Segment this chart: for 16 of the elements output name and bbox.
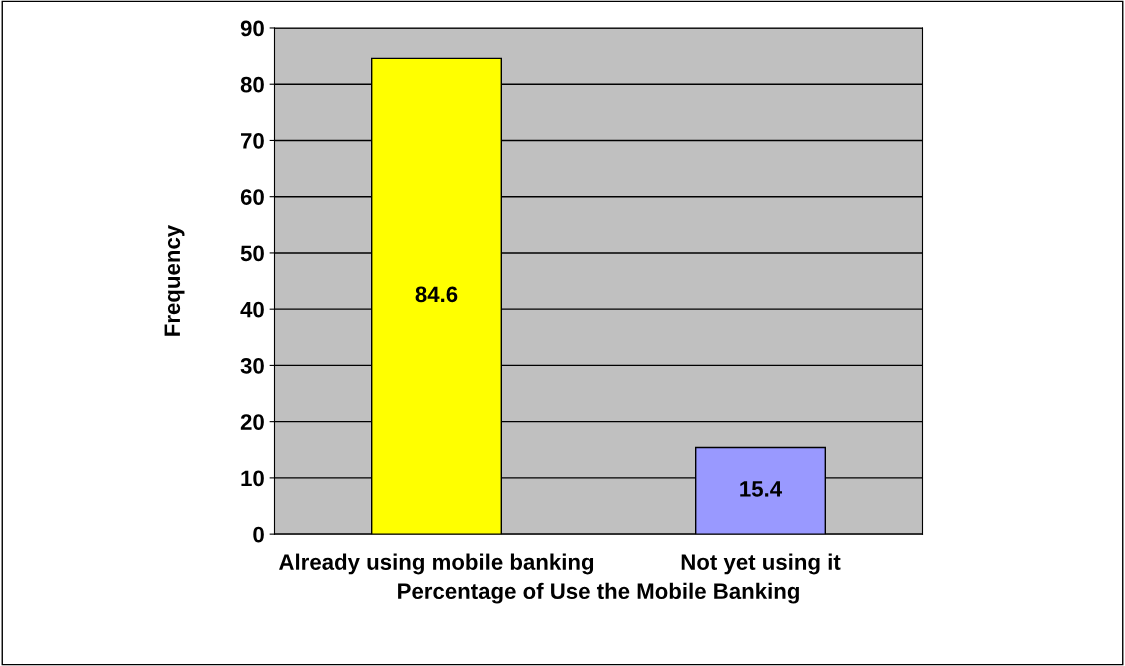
y-tick-label: 40 bbox=[240, 301, 264, 318]
y-tick-label: 80 bbox=[240, 76, 264, 93]
y-tick-label: 0 bbox=[253, 526, 264, 543]
y-axis-title: Frequency bbox=[164, 224, 185, 336]
x-tick-label: Already using mobile banking bbox=[279, 553, 594, 575]
y-tick-label: 10 bbox=[241, 470, 264, 487]
y-tick-label: 70 bbox=[241, 132, 264, 149]
x-axis-title: Percentage of Use the Mobile Banking bbox=[398, 582, 799, 604]
y-tick-label: 60 bbox=[240, 189, 264, 205]
y-tick-label: 50 bbox=[240, 245, 264, 262]
data-label: 15.4 bbox=[740, 481, 783, 497]
data-label: 84.6 bbox=[415, 286, 458, 303]
y-tick-label: 30 bbox=[240, 357, 264, 374]
x-tick-label: Not yet using it bbox=[681, 553, 841, 575]
y-tick-label: 90 bbox=[240, 20, 264, 37]
y-tick-label: 20 bbox=[240, 414, 264, 430]
